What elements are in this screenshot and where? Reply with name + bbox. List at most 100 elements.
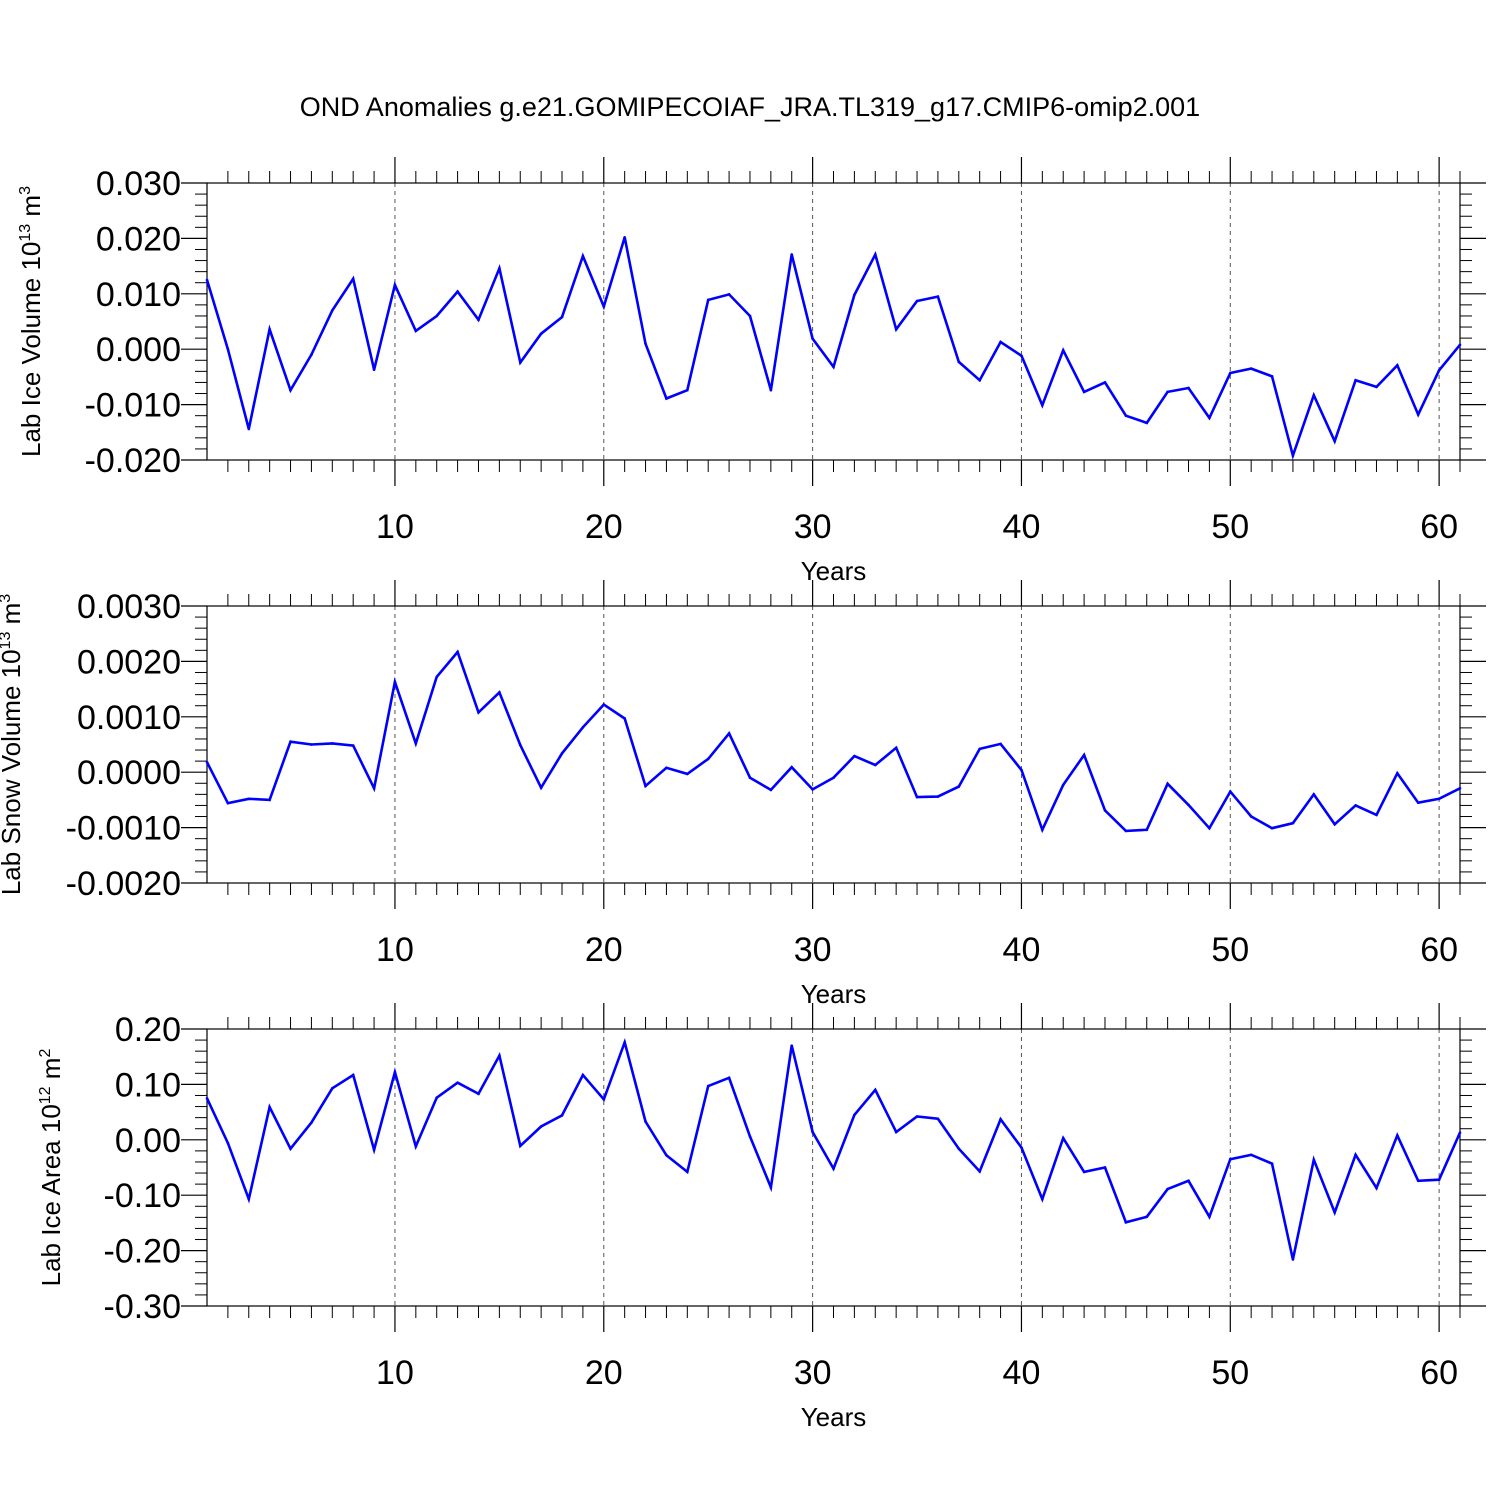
snow-volume-data-point [351,744,355,747]
ice-area-data-point [873,1088,877,1092]
ice-area-data-point [1208,1215,1211,1219]
snow-volume-data-point [393,680,397,684]
snow-volume-y-axis-title: Lab Snow Volume 1013 m3 [0,594,26,895]
snow-volume-data-point [811,788,814,791]
snow-volume-data-point [1249,815,1253,818]
ice-volume-y-axis-title-main: Lab Ice Volume 10 [16,242,46,457]
snow-volume-data-point [1020,768,1023,772]
ice-area-data-point [560,1114,564,1117]
ice-volume-data-point [1291,454,1295,457]
ice-area-data-point [226,1141,230,1145]
ice-area-data-point [686,1170,689,1174]
ice-volume-y-tick-label: -0.020 [85,442,181,480]
snow-volume-data-point [226,801,230,805]
ice-area-data-point [665,1154,668,1157]
ice-area-data-point [310,1121,313,1124]
ice-area-data-point [811,1130,814,1134]
ice-volume-data-point [686,388,689,392]
snow-volume-data-point [1458,786,1462,790]
snow-volume-data-point [832,776,835,780]
snow-volume-x-tick-label: 40 [1003,931,1041,969]
ice-volume-data-point [1041,403,1044,407]
ice-area-y-axis-title-unit: m [36,1058,66,1087]
ice-volume-data-point [1270,375,1274,378]
ice-volume-data-point [1437,368,1441,372]
ice-area-data-point [1187,1179,1190,1183]
ice-area-data-point [706,1084,710,1088]
ice-area-data-point [1333,1211,1336,1214]
snow-volume-data-point [560,752,564,755]
ice-volume-data-point [477,318,480,322]
ice-area-panel: -0.30 -0.20 -0.10 0.00 0.10 0.20 10 20 30 40 50 60 Y… [36,1003,1486,1432]
snow-volume-data-point [623,717,626,720]
ice-area-data-point [853,1113,856,1117]
ice-area-x-tick-label: 20 [585,1354,623,1392]
ice-volume-data-point [832,365,835,369]
ice-volume-data-point [706,298,710,302]
snow-volume-data-point [1333,822,1336,826]
snow-volume-data-point [310,743,313,746]
snow-volume-data-point [435,675,439,679]
ice-area-data-point [1041,1197,1044,1201]
ice-area-y-tick-label: -0.20 [104,1233,182,1271]
ice-volume-data-point [790,253,794,256]
snow-volume-data-point [539,786,543,790]
snow-volume-data-point [1166,782,1169,786]
ice-volume-data-point [289,388,292,392]
ice-volume-data-point [414,329,418,333]
ice-area-data-point [1228,1157,1232,1161]
ice-area-x-tick-label: 50 [1211,1354,1249,1392]
snow-volume-x-tick-label: 20 [585,931,623,969]
ice-area-x-tick-label: 60 [1420,1354,1458,1392]
ice-volume-data-point [1208,416,1211,420]
ice-area-y-axis-title-exp: 12 [37,1086,54,1104]
ice-volume-data-point [1396,363,1399,367]
ice-volume-x-tick-label: 60 [1420,508,1458,546]
snow-volume-data-point [873,763,877,767]
snow-volume-x-tick-label: 60 [1420,931,1458,969]
ice-volume-y-tick-label: 0.010 [96,276,181,314]
snow-volume-data-point [1061,783,1065,787]
snow-volume-data-point [1375,813,1378,817]
ice-volume-data-point [226,347,230,351]
snow-volume-data-point [686,772,689,776]
ice-area-data-point [790,1044,794,1047]
ice-area-data-point [623,1040,626,1044]
ice-volume-data-point [268,327,271,331]
snow-volume-data-point [1208,826,1211,830]
ice-volume-y-axis-title: Lab Ice Volume 1013 m3 [16,186,46,457]
ice-area-data-point [1249,1153,1253,1157]
snow-volume-data-point [790,765,794,769]
snow-volume-x-tick-label: 30 [794,931,832,969]
ice-volume-y-axis-title-unit-exp: 3 [17,186,34,195]
ice-volume-data-point [518,361,522,364]
snow-volume-data-point [247,797,251,801]
ice-area-data-point [435,1096,439,1099]
snow-volume-data-point [268,798,271,802]
snow-volume-data-point [477,711,480,714]
snow-volume-data-point [1437,797,1441,801]
ice-volume-x-tick-label: 40 [1003,508,1041,546]
ice-area-data-point [1396,1134,1399,1137]
snow-volume-data-point [205,760,209,764]
snow-volume-data-point [289,740,292,744]
snow-volume-data-point [999,742,1002,746]
snow-volume-data-point [581,726,585,729]
ice-volume-data-point [435,314,439,318]
ice-volume-data-point [1458,343,1462,347]
ice-area-data-point [1082,1170,1086,1174]
ice-area-data-point [1270,1162,1274,1165]
snow-volume-data-point [414,742,418,745]
ice-volume-data-point [1333,439,1336,443]
snow-volume-data-point [748,776,752,780]
snow-volume-data-point [915,795,919,799]
snow-volume-data-point [331,742,334,745]
ice-volume-x-tick-label: 50 [1211,508,1249,546]
snow-volume-data-point [1354,804,1357,807]
ice-volume-data-point [1249,367,1253,370]
ice-area-data-point [1416,1179,1420,1183]
ice-area-data-point [644,1120,647,1123]
ice-volume-data-point [1145,421,1149,425]
ice-area-data-point [769,1186,773,1189]
